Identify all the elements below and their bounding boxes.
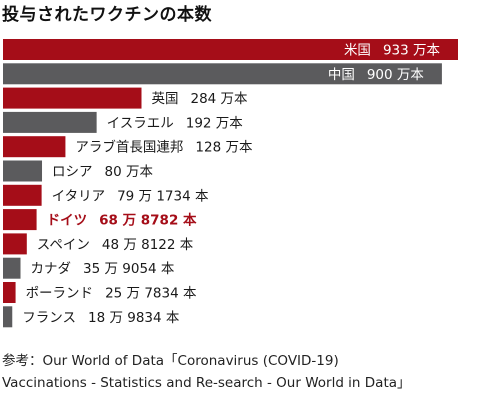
source-line-2: Vaccinations - Statistics and Re-search …	[2, 375, 411, 391]
bar-label-10: ポーランド 25 万 7834 本	[26, 286, 197, 302]
source-note: 参考：Our World of Data「Coronavirus (COVID-…	[2, 350, 490, 394]
bar-label-11: フランス 18 万 9834 本	[22, 310, 180, 326]
bar-label-6: イタリア 79 万 1734 本	[52, 188, 209, 204]
value-label-2: 284 万本	[190, 91, 248, 107]
bar-6	[3, 184, 42, 206]
value-label-9: 35 万 9054 本	[83, 261, 175, 277]
value-label-1: 900 万本	[367, 67, 425, 83]
category-label-9: カナダ	[31, 261, 71, 277]
bar-label-7: ドイツ 68 万 8782 本	[47, 212, 197, 229]
bar-9	[3, 257, 21, 279]
category-label-5: ロシア	[52, 164, 92, 180]
bar-1	[3, 63, 442, 85]
category-label-1: 中国	[328, 67, 355, 83]
bar-label-8: スペイン 48 万 8122 本	[37, 237, 194, 253]
category-label-11: フランス	[22, 310, 76, 326]
value-label-10: 25 万 7834 本	[105, 286, 197, 302]
bar-label-2: 英国 284 万本	[151, 90, 248, 107]
category-label-4: アラブ首長国連邦	[75, 139, 183, 156]
value-label-8: 48 万 8122 本	[102, 237, 194, 253]
value-label-0: 933 万本	[383, 43, 441, 59]
value-label-4: 128 万本	[195, 140, 253, 156]
bar-10	[3, 282, 16, 303]
value-label-3: 192 万本	[186, 115, 244, 131]
value-label-6: 79 万 1734 本	[117, 188, 209, 204]
bar-label-9: カナダ 35 万 9054 本	[31, 261, 175, 277]
category-label-0: 米国	[344, 43, 371, 59]
category-label-2: 英国	[151, 90, 178, 107]
value-label-5: 80 万本	[105, 164, 154, 180]
bar-7	[3, 209, 37, 231]
category-label-7: ドイツ	[47, 213, 88, 229]
bar-8	[3, 233, 27, 255]
bar-label-0: 米国 933 万本	[344, 43, 441, 59]
bar-5	[3, 160, 43, 182]
bar-label-4: アラブ首長国連邦 128 万本	[75, 139, 253, 156]
category-label-8: スペイン	[37, 237, 90, 253]
bar-label-1: 中国 900 万本	[328, 67, 425, 83]
bar-11	[3, 306, 13, 328]
bar-2	[3, 87, 142, 109]
category-label-10: ポーランド	[26, 286, 94, 302]
category-label-6: イタリア	[52, 188, 105, 204]
bar-label-3: イスラエル 192 万本	[107, 115, 244, 131]
category-label-3: イスラエル	[107, 115, 174, 131]
value-label-11: 18 万 9834 本	[88, 310, 180, 326]
bar-3	[3, 111, 97, 133]
source-line-1: 参考：Our World of Data「Coronavirus (COVID-…	[2, 353, 339, 369]
bar-label-5: ロシア 80 万本	[52, 164, 153, 180]
bar-4	[3, 136, 66, 158]
value-label-7: 68 万 8782 本	[99, 212, 197, 229]
bar-0	[3, 39, 458, 60]
chart-title: 投与されたワクチンの本数	[2, 5, 212, 25]
